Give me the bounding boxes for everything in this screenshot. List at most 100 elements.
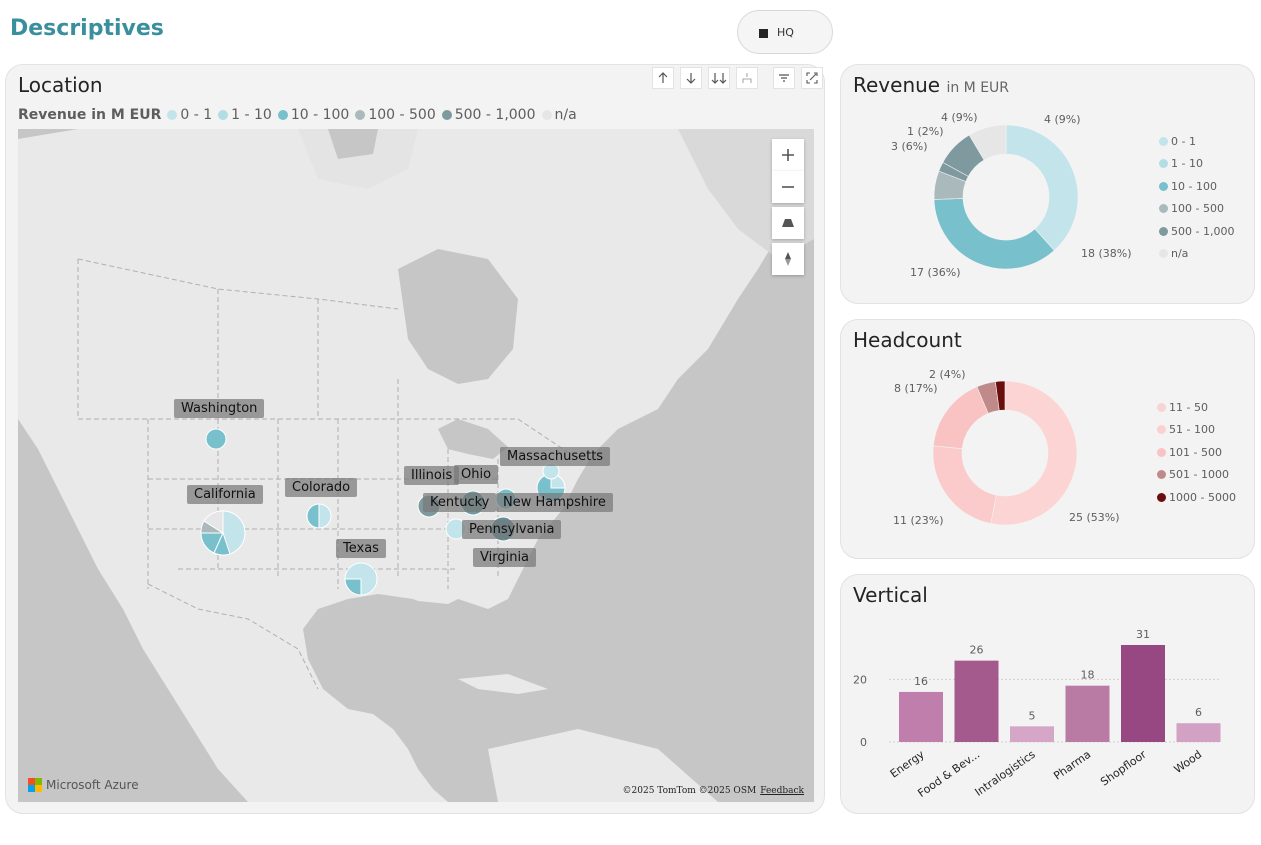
hierarchy-icon[interactable] <box>736 67 758 89</box>
filter-icon[interactable] <box>773 67 795 89</box>
map-legend-item: n/a <box>541 107 577 123</box>
water-gulf <box>348 599 478 674</box>
state-label-kentucky[interactable]: Kentucky <box>423 493 497 512</box>
bar-data-label: 18 <box>1081 669 1095 682</box>
microsoft-logo-icon <box>28 778 42 792</box>
bar[interactable] <box>899 691 943 742</box>
x-category-label: Wood <box>1172 748 1205 776</box>
revenue-data-label: 1 (2%) <box>907 125 944 138</box>
legend-dot-icon <box>1159 136 1168 146</box>
map-legend-label: 1 - 10 <box>231 107 272 123</box>
revenue-donut-slice[interactable] <box>968 124 1007 161</box>
marker-california <box>200 510 246 556</box>
y-tick-label: 20 <box>853 673 867 686</box>
state-label-pennsylvania[interactable]: Pennsylvania <box>462 520 562 539</box>
map-background <box>18 129 814 802</box>
bar[interactable] <box>1176 723 1221 742</box>
headcount-donut-slice[interactable] <box>933 386 989 450</box>
double-arrow-down-icon[interactable] <box>708 67 730 89</box>
focus-mode-icon[interactable] <box>801 67 823 89</box>
compass-icon[interactable] <box>772 243 804 275</box>
bar-data-label: 5 <box>1029 709 1036 722</box>
bar[interactable] <box>1065 685 1110 742</box>
map-legend-title: Revenue in M EUR <box>18 107 162 123</box>
state-label-colorado[interactable]: Colorado <box>285 478 358 497</box>
legend-dot-icon <box>1159 181 1168 191</box>
headcount-donut-slice[interactable] <box>932 445 997 524</box>
revenue-data-label: 18 (38%) <box>1081 247 1132 260</box>
revenue-donut-slice[interactable] <box>1005 124 1079 251</box>
location-card: Location Revenue in M EUR 0 - 1 1 - 10 1… <box>5 64 825 814</box>
zoom-in-button[interactable] <box>772 139 804 171</box>
vertical-bar-chart[interactable]: 0 20 16 Energy 26 Food & Bev... 5 Intralogistic… <box>841 575 1256 815</box>
legend-square-icon <box>759 29 768 38</box>
legend-dot-icon <box>355 110 366 120</box>
revenue-legend-item: 500 - 1,000 <box>1159 220 1234 243</box>
bar-data-label: 16 <box>914 675 928 688</box>
hq-filter-button[interactable]: HQ <box>737 10 833 54</box>
headcount-legend-item: 101 - 500 <box>1157 441 1236 464</box>
revenue-donut-slice[interactable] <box>933 198 1055 270</box>
zoom-out-button[interactable] <box>772 171 804 203</box>
state-label-new-hampshire[interactable]: New Hampshire <box>496 493 613 512</box>
legend-label: 100 - 500 <box>1171 202 1224 216</box>
revenue-title-text: Revenue <box>853 73 941 97</box>
map-brand-label: Microsoft Azure <box>46 778 139 792</box>
water-great-lakes <box>438 419 508 459</box>
headcount-legend-item: 1000 - 5000 <box>1157 486 1236 509</box>
state-label-texas[interactable]: Texas <box>336 539 386 558</box>
map-legend: Revenue in M EUR 0 - 1 1 - 10 10 - 100 1… <box>18 107 583 123</box>
headcount-donut-slice[interactable] <box>990 380 1078 526</box>
map-attribution: ©2025 TomTom ©2025 OSM Feedback <box>623 786 804 796</box>
revenue-subtitle: in M EUR <box>946 80 1010 96</box>
map-legend-label: 0 - 1 <box>180 107 213 123</box>
legend-dot-icon <box>1159 226 1168 236</box>
water-hudson-bay <box>398 249 518 384</box>
state-label-california[interactable]: California <box>187 485 263 504</box>
vertical-title: Vertical <box>853 583 928 607</box>
legend-dot-icon <box>218 110 229 120</box>
headcount-donut-chart[interactable] <box>841 320 1256 560</box>
state-label-illinois[interactable]: Illinois <box>404 466 460 485</box>
headcount-donut-slice[interactable] <box>995 380 1006 411</box>
headcount-data-label: 25 (53%) <box>1069 511 1120 524</box>
bar-data-label: 6 <box>1195 706 1202 719</box>
map-legend-label: 100 - 500 <box>368 107 436 123</box>
revenue-data-label: 4 (9%) <box>1044 113 1081 126</box>
x-category-label: Pharma <box>1051 748 1093 783</box>
headcount-data-label: 11 (23%) <box>893 514 944 527</box>
state-label-washington[interactable]: Washington <box>174 399 265 418</box>
mexico-border <box>147 583 319 690</box>
revenue-data-label: 3 (6%) <box>891 140 928 153</box>
map-legend-item: 1 - 10 <box>218 107 272 123</box>
state-label-massachusetts[interactable]: Massachusetts <box>500 447 611 466</box>
legend-label: 11 - 50 <box>1169 400 1208 414</box>
hq-filter-label: HQ <box>777 26 794 39</box>
legend-dot-icon <box>1157 492 1166 502</box>
legend-dot-icon <box>441 110 452 120</box>
map-legend-item: 0 - 1 <box>167 107 212 123</box>
arrow-down-icon[interactable] <box>680 67 702 89</box>
arrow-up-icon[interactable] <box>652 67 674 89</box>
location-title: Location <box>18 73 103 97</box>
bar[interactable] <box>1121 645 1165 742</box>
x-category-label: Shopfloor <box>1098 748 1149 789</box>
land-arctic <box>298 129 418 189</box>
bar[interactable] <box>1010 726 1054 742</box>
headcount-data-label: 2 (4%) <box>929 368 966 381</box>
revenue-legend-item: 10 - 100 <box>1159 175 1234 198</box>
state-label-ohio[interactable]: Ohio <box>454 465 499 484</box>
vertical-card: Vertical 0 20 16 Energy 26 Food & Bev... 5 Intr… <box>840 574 1255 814</box>
revenue-legend-item: n/a <box>1159 243 1234 266</box>
y-tick-label: 0 <box>860 736 867 749</box>
feedback-link[interactable]: Feedback <box>760 786 804 796</box>
legend-dot-icon <box>1157 470 1166 480</box>
revenue-title: Revenue in M EUR <box>853 73 1009 97</box>
state-label-virginia[interactable]: Virginia <box>473 548 537 567</box>
bar[interactable] <box>954 660 999 742</box>
map-legend-label: n/a <box>554 107 577 123</box>
legend-dot-icon <box>1157 447 1166 457</box>
pitch-button[interactable] <box>772 207 804 239</box>
map-canvas[interactable]: Washington California Colorado Texas Ill… <box>18 129 814 802</box>
revenue-donut-chart[interactable] <box>841 65 1256 305</box>
